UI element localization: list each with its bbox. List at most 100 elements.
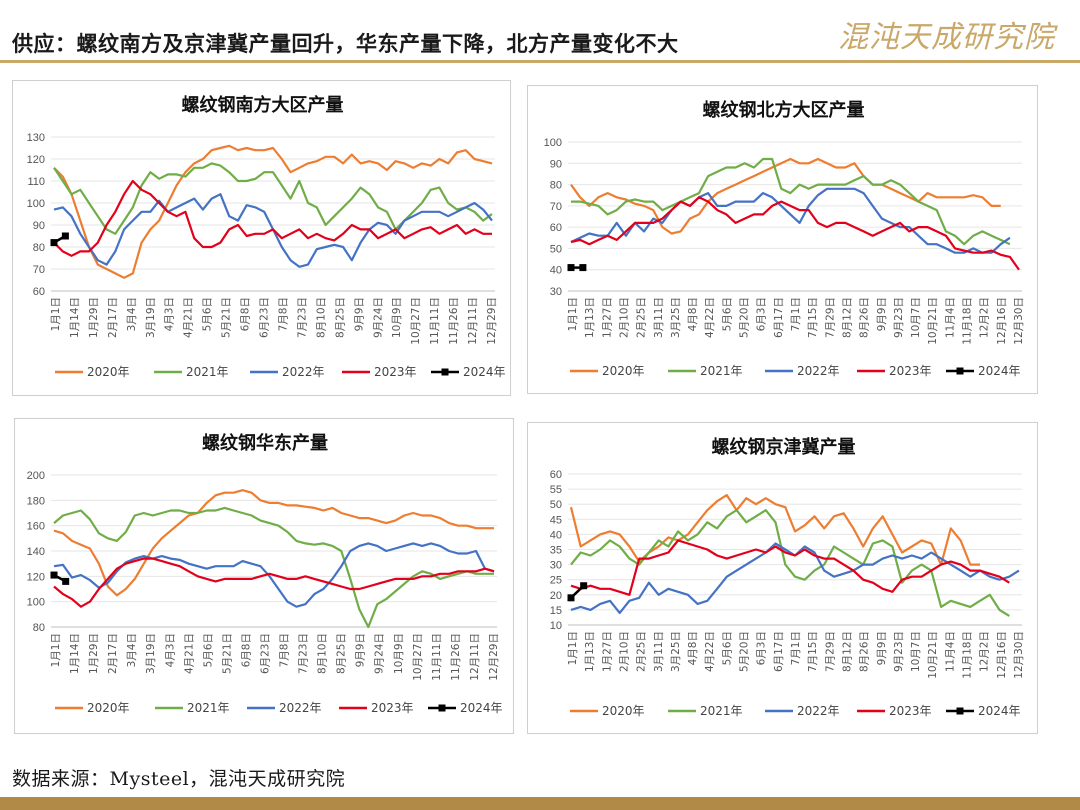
y-tick-label: 80 (33, 622, 45, 634)
x-tick-label: 3月19日 (145, 297, 157, 338)
series-line (53, 489, 494, 597)
x-tick-label: 2月17日 (107, 633, 119, 674)
x-tick-label: 11月18日 (962, 631, 974, 679)
x-tick-label: 1月1日 (50, 633, 62, 667)
chart-title: 螺纹钢北方大区产量 (703, 99, 865, 121)
y-tick-label: 40 (550, 529, 562, 541)
x-tick-label: 1月13日 (584, 631, 596, 672)
y-tick-label: 20 (550, 590, 562, 602)
y-tick-label: 80 (33, 242, 45, 254)
x-tick-label: 1月27日 (601, 631, 613, 672)
legend-label: 2021年 (700, 704, 743, 718)
data-point (579, 264, 587, 272)
x-tick-label: 9月9日 (353, 297, 365, 331)
y-tick-label: 80 (550, 180, 562, 192)
header: 供应：螺纹南方及京津冀产量回升，华东产量下降，北方产量变化不大 混沌天成研究院 (0, 0, 1080, 63)
x-tick-label: 11月26日 (450, 633, 462, 681)
x-tick-label: 12月16日 (996, 297, 1008, 345)
x-tick-label: 5月6日 (202, 297, 214, 331)
x-tick-label: 1月13日 (584, 297, 596, 338)
x-tick-label: 5月6日 (202, 633, 214, 667)
header-divider (0, 60, 1080, 63)
x-tick-label: 7月29日 (824, 631, 836, 672)
legend-label: 2022年 (282, 365, 325, 379)
y-tick-label: 40 (550, 265, 562, 277)
x-tick-label: 4月8日 (687, 631, 699, 665)
y-tick-label: 30 (550, 286, 562, 298)
x-tick-label: 7月1日 (790, 631, 802, 665)
logo: 混沌天成研究院 (838, 20, 1055, 55)
legend-label: 2024年 (978, 364, 1021, 378)
y-tick-label: 60 (550, 222, 562, 234)
legend-label: 2023年 (374, 365, 417, 379)
source-note: 数据来源：Mysteel，混沌天成研究院 (12, 768, 346, 790)
chart-panel-east: 螺纹钢华东产量 80 100 120 140 160 180 200 1月1日 1月14日 1月29… (14, 418, 514, 734)
x-tick-label: 10月21日 (927, 297, 939, 345)
data-point (50, 239, 58, 247)
x-tick-label: 8月12日 (841, 297, 853, 338)
x-tick-label: 7月29日 (824, 297, 836, 338)
data-point (580, 582, 588, 590)
x-tick-label: 5月21日 (221, 633, 233, 674)
y-tick-label: 70 (33, 264, 45, 276)
x-tick-label: 5月20日 (739, 297, 751, 338)
series-line (53, 144, 493, 279)
x-tick-label: 7月8日 (277, 297, 289, 331)
x-tick-label: 7月23日 (298, 633, 310, 674)
x-tick-label: 9月23日 (893, 297, 905, 338)
x-tick-label: 7月15日 (807, 297, 819, 338)
x-tick-label: 3月4日 (126, 633, 138, 667)
y-tick-label: 30 (550, 560, 562, 572)
x-tick-label: 2月25日 (636, 631, 648, 672)
chart-title: 螺纹钢华东产量 (202, 432, 328, 454)
legend-marker (441, 368, 449, 376)
chart-title: 螺纹钢南方大区产量 (182, 94, 344, 116)
x-tick-label: 3月25日 (670, 297, 682, 338)
series-line (570, 539, 1010, 596)
y-tick-label: 50 (550, 499, 562, 511)
series-line (570, 196, 1020, 271)
x-tick-label: 8月12日 (841, 631, 853, 672)
x-tick-label: 9月9日 (355, 633, 367, 667)
x-tick-label: 9月9日 (876, 297, 888, 331)
y-tick-label: 100 (27, 198, 45, 210)
x-tick-label: 3月11日 (653, 631, 665, 672)
y-tick-label: 180 (27, 495, 45, 507)
series-line (53, 557, 495, 608)
chart-title: 螺纹钢京津冀产量 (712, 436, 856, 458)
x-tick-label: 5月6日 (721, 631, 733, 665)
x-tick-label: 11月11日 (431, 633, 443, 681)
x-tick-label: 5月21日 (221, 297, 233, 338)
series-line (570, 187, 1011, 254)
x-tick-label: 1月14日 (69, 633, 81, 674)
legend-label: 2024年 (460, 701, 503, 715)
x-tick-label: 6月3日 (756, 631, 768, 665)
legend-label: 2022年 (279, 701, 322, 715)
x-tick-label: 12月16日 (996, 631, 1008, 679)
x-tick-label: 4月3日 (164, 297, 176, 331)
x-tick-label: 7月8日 (279, 633, 291, 667)
series-line (53, 179, 492, 257)
x-tick-label: 1月29日 (88, 297, 100, 338)
x-tick-label: 10月7日 (910, 631, 922, 672)
x-tick-label: 2月17日 (107, 297, 119, 338)
series-line (53, 162, 493, 235)
x-tick-label: 1月27日 (601, 297, 613, 338)
x-tick-label: 1月1日 (567, 631, 579, 665)
x-tick-label: 9月24日 (374, 633, 386, 674)
x-tick-label: 6月23日 (259, 297, 271, 338)
y-tick-label: 35 (550, 545, 562, 557)
legend-marker (956, 707, 964, 715)
legend-label: 2021年 (700, 364, 743, 378)
series-line (570, 542, 1020, 614)
y-tick-label: 90 (33, 220, 45, 232)
y-tick-label: 60 (550, 469, 562, 481)
data-point (567, 594, 575, 602)
x-tick-label: 5月6日 (721, 297, 733, 331)
data-point (61, 232, 69, 240)
x-tick-label: 8月25日 (334, 297, 346, 338)
x-tick-label: 6月8日 (240, 633, 252, 667)
x-tick-label: 1月1日 (50, 297, 62, 331)
x-tick-label: 12月29日 (488, 633, 500, 681)
x-tick-label: 11月11日 (429, 297, 441, 345)
